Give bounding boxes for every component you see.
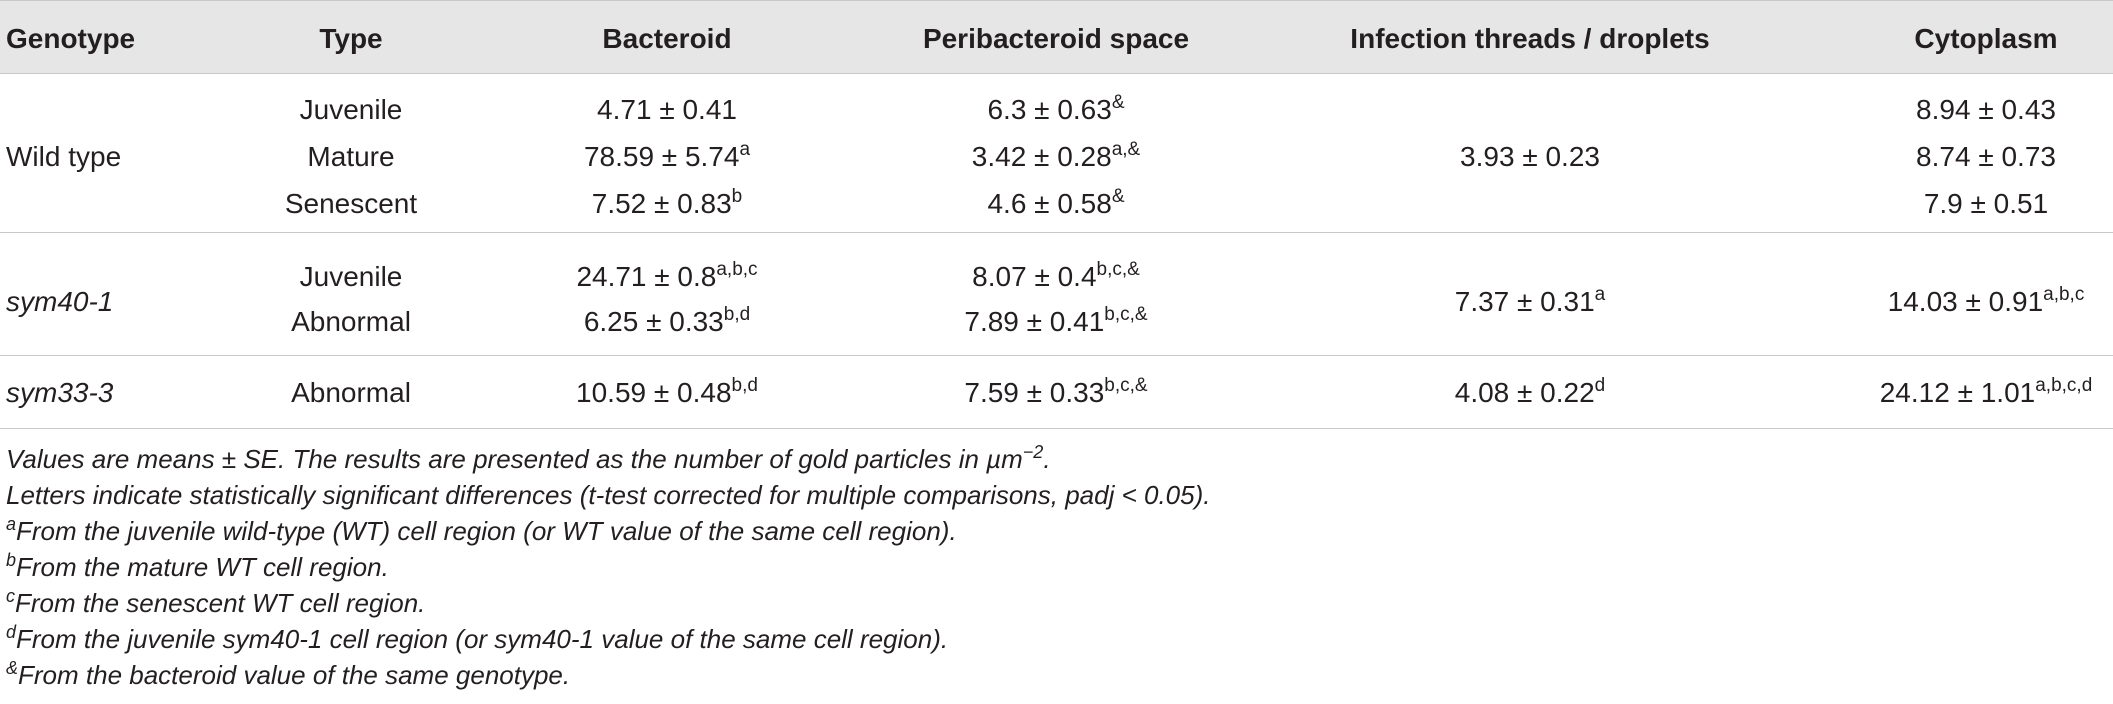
- bacteroid-cell: 24.71 ± 0.8a,b,c: [576, 259, 758, 292]
- genotype-sym33-3: sym33-3: [6, 377, 114, 408]
- cytoplasm-cell: 8.74 ± 0.73: [1916, 141, 2056, 172]
- type-cell: Juvenile: [299, 261, 403, 292]
- table-header-row: Genotype Type Bacteroid Peribacteroid sp…: [0, 0, 2113, 74]
- infection-threads-cell: 3.93 ± 0.23: [1460, 141, 1600, 172]
- bacteroid-cell: 10.59 ± 0.48b,d: [576, 375, 758, 408]
- peribacteroid-cell: 7.89 ± 0.41b,c,&: [964, 304, 1148, 337]
- genotype-wild-type: Wild type: [6, 141, 122, 172]
- cytoplasm-cell: 7.9 ± 0.51: [1923, 188, 2049, 219]
- cytoplasm-cell: 24.12 ± 1.01a,b,c,d: [1879, 375, 2093, 408]
- header-bacteroid: Bacteroid: [602, 23, 732, 54]
- bacteroid-cell: 6.25 ± 0.33b,d: [583, 304, 751, 337]
- row-divider: [0, 232, 2113, 233]
- peribacteroid-cell: 6.3 ± 0.63&: [987, 92, 1125, 125]
- bacteroid-cell: 7.52 ± 0.83b: [591, 186, 743, 219]
- footnote-d: dFrom the juvenile sym40-1 cell region (…: [6, 622, 949, 654]
- peribacteroid-cell: 7.59 ± 0.33b,c,&: [964, 375, 1148, 408]
- table-bottom-border: [0, 428, 2113, 429]
- type-cell: Abnormal: [291, 377, 411, 408]
- header-infection-threads: Infection threads / droplets: [1350, 23, 1710, 54]
- type-cell: Abnormal: [291, 306, 411, 337]
- footnote-b: bFrom the mature WT cell region.: [6, 550, 389, 582]
- header-peribacteroid-space: Peribacteroid space: [922, 23, 1190, 54]
- type-cell: Mature: [307, 141, 395, 172]
- header-cytoplasm: Cytoplasm: [1914, 23, 2058, 54]
- footnote-significance: Letters indicate statistically significa…: [6, 480, 1211, 510]
- peribacteroid-cell: 4.6 ± 0.58&: [987, 186, 1125, 219]
- cytoplasm-cell: 8.94 ± 0.43: [1916, 94, 2056, 125]
- row-divider: [0, 355, 2113, 356]
- footnote-ampersand: &From the bacteroid value of the same ge…: [6, 658, 571, 690]
- infection-threads-cell: 7.37 ± 0.31a: [1454, 284, 1606, 317]
- peribacteroid-cell: 3.42 ± 0.28a,&: [971, 139, 1141, 172]
- footnote-c: cFrom the senescent WT cell region.: [6, 586, 426, 618]
- header-type: Type: [319, 23, 383, 54]
- bacteroid-cell: 4.71 ± 0.41: [597, 94, 737, 125]
- bacteroid-cell: 78.59 ± 5.74a: [583, 139, 751, 172]
- header-genotype: Genotype: [6, 23, 136, 54]
- type-cell: Juvenile: [299, 94, 403, 125]
- genotype-sym40-1: sym40-1: [6, 286, 114, 317]
- footnote-a: aFrom the juvenile wild-type (WT) cell r…: [6, 514, 957, 546]
- cytoplasm-cell: 14.03 ± 0.91a,b,c: [1887, 284, 2085, 317]
- footnote-units: Values are means ± SE. The results are p…: [6, 442, 1051, 474]
- infection-threads-cell: 4.08 ± 0.22d: [1454, 375, 1606, 408]
- type-cell: Senescent: [284, 188, 418, 219]
- peribacteroid-cell: 8.07 ± 0.4b,c,&: [972, 259, 1140, 292]
